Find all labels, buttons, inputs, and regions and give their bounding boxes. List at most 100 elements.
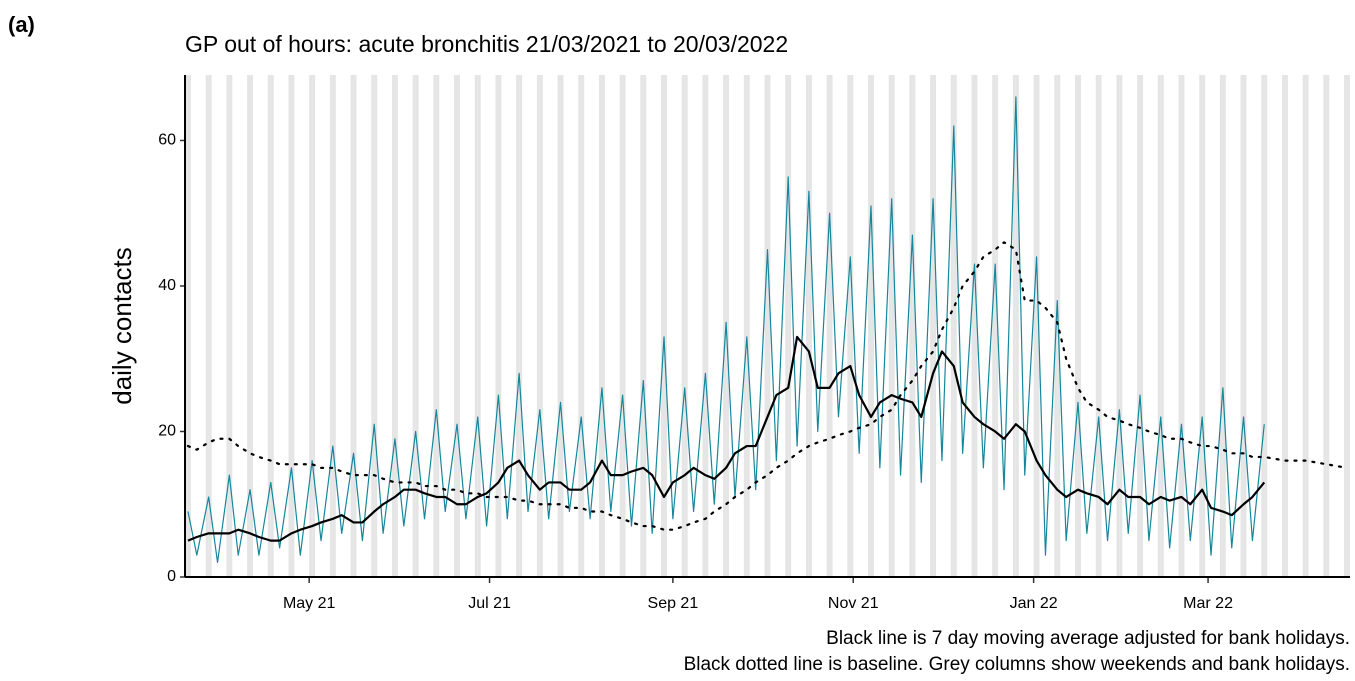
weekend-shade [1326, 75, 1330, 577]
weekend-shade [995, 75, 999, 577]
weekend-shade [495, 75, 499, 577]
weekend-shade [539, 75, 543, 577]
series-line [187, 96, 1265, 564]
weekend-shade [1243, 75, 1247, 577]
weekend-shade [826, 75, 830, 577]
weekend-shade [705, 75, 709, 577]
weekend-shade [187, 75, 191, 577]
x-tick-label: Jul 21 [468, 595, 511, 612]
weekend-shade [1323, 75, 1327, 577]
weekend-shade [1140, 75, 1144, 577]
weekend-shade [412, 75, 416, 577]
weekend-shade [309, 75, 313, 577]
weekend-shade [1222, 75, 1226, 577]
weekend-shade [1116, 75, 1120, 577]
weekend-shade [1281, 75, 1285, 577]
weekend-shade [1219, 75, 1223, 577]
weekend-shade [291, 75, 295, 577]
weekend-shade [992, 75, 996, 577]
weekend-shade [598, 75, 602, 577]
weekend-shade [702, 75, 706, 577]
weekend-shade [953, 75, 957, 577]
weekend-shade [622, 75, 626, 577]
weekend-shade [888, 75, 892, 577]
weekend-shade [808, 75, 812, 577]
weekend-shade [891, 75, 895, 577]
weekend-shade [1199, 75, 1203, 577]
weekend-shade [557, 75, 561, 577]
weekend-shade [971, 75, 975, 577]
weekend-shade [1098, 75, 1102, 577]
weekend-shade [560, 75, 564, 577]
weekend-shade [433, 75, 437, 577]
weekend-shade [247, 75, 251, 577]
x-tick-label: Sep 21 [648, 595, 699, 612]
y-tick-label: 60 [158, 132, 176, 149]
weekend-shade [208, 75, 212, 577]
x-tick-label: May 21 [283, 595, 336, 612]
weekend-shade [1178, 75, 1182, 577]
annotation: Black line is 7 day moving average adjus… [826, 628, 1350, 649]
weekend-shade [1077, 75, 1081, 577]
weekend-shade [640, 75, 644, 577]
weekend-shade [498, 75, 502, 577]
weekend-shade [581, 75, 585, 577]
weekend-shade [643, 75, 647, 577]
weekend-shade [205, 75, 209, 577]
weekend-shade [1157, 75, 1161, 577]
weekend-shade [1119, 75, 1123, 577]
weekend-shade [746, 75, 750, 577]
weekend-shade [1284, 75, 1288, 577]
weekend-shade [619, 75, 623, 577]
weekend-shade [767, 75, 771, 577]
y-tick-label: 20 [158, 423, 176, 440]
weekend-shade [185, 75, 188, 577]
y-tick-label: 40 [158, 277, 176, 294]
weekend-shade [371, 75, 375, 577]
weekend-shade [829, 75, 833, 577]
weekend-shade [1347, 75, 1350, 577]
weekend-shade [536, 75, 540, 577]
weekend-shade [1202, 75, 1206, 577]
weekend-shade [477, 75, 481, 577]
x-tick-label: Mar 22 [1183, 595, 1233, 612]
weekend-shade [785, 75, 789, 577]
weekend-shade [974, 75, 978, 577]
weekend-shade [950, 75, 954, 577]
weekend-shade [868, 75, 871, 577]
weekend-shade [474, 75, 478, 577]
weekend-shade [1261, 75, 1265, 577]
weekend-shade [454, 75, 458, 577]
series-line [187, 335, 1266, 542]
weekend-shade [457, 75, 460, 577]
weekend-shade [1305, 75, 1309, 577]
weekend-shade [578, 75, 582, 577]
weekend-shade [850, 75, 854, 577]
series-line [186, 241, 1349, 531]
weekend-shade [353, 75, 357, 577]
weekend-shade [743, 75, 747, 577]
weekend-shade [1033, 75, 1037, 577]
weekend-shade [1344, 75, 1348, 577]
weekend-shade [847, 75, 851, 577]
weekend-shade [930, 75, 934, 577]
weekend-shade [788, 75, 792, 577]
weekend-shade [723, 75, 727, 577]
weekend-shade [332, 75, 336, 577]
y-tick-label: 0 [167, 568, 176, 585]
x-tick-label: Nov 21 [828, 595, 879, 612]
weekend-shade [870, 75, 874, 577]
weekend-shade [226, 75, 230, 577]
weekend-shade [436, 75, 440, 577]
weekend-shade [909, 75, 913, 577]
weekend-shade [764, 75, 768, 577]
weekend-shade [516, 75, 520, 577]
panel-label: (a) [8, 12, 35, 37]
weekend-shade [288, 75, 292, 577]
weekend-shade [1075, 75, 1078, 577]
weekend-shade [1302, 75, 1306, 577]
x-tick-label: Jan 22 [1010, 595, 1058, 612]
weekend-shade [1012, 75, 1016, 577]
weekend-shade [312, 75, 316, 577]
